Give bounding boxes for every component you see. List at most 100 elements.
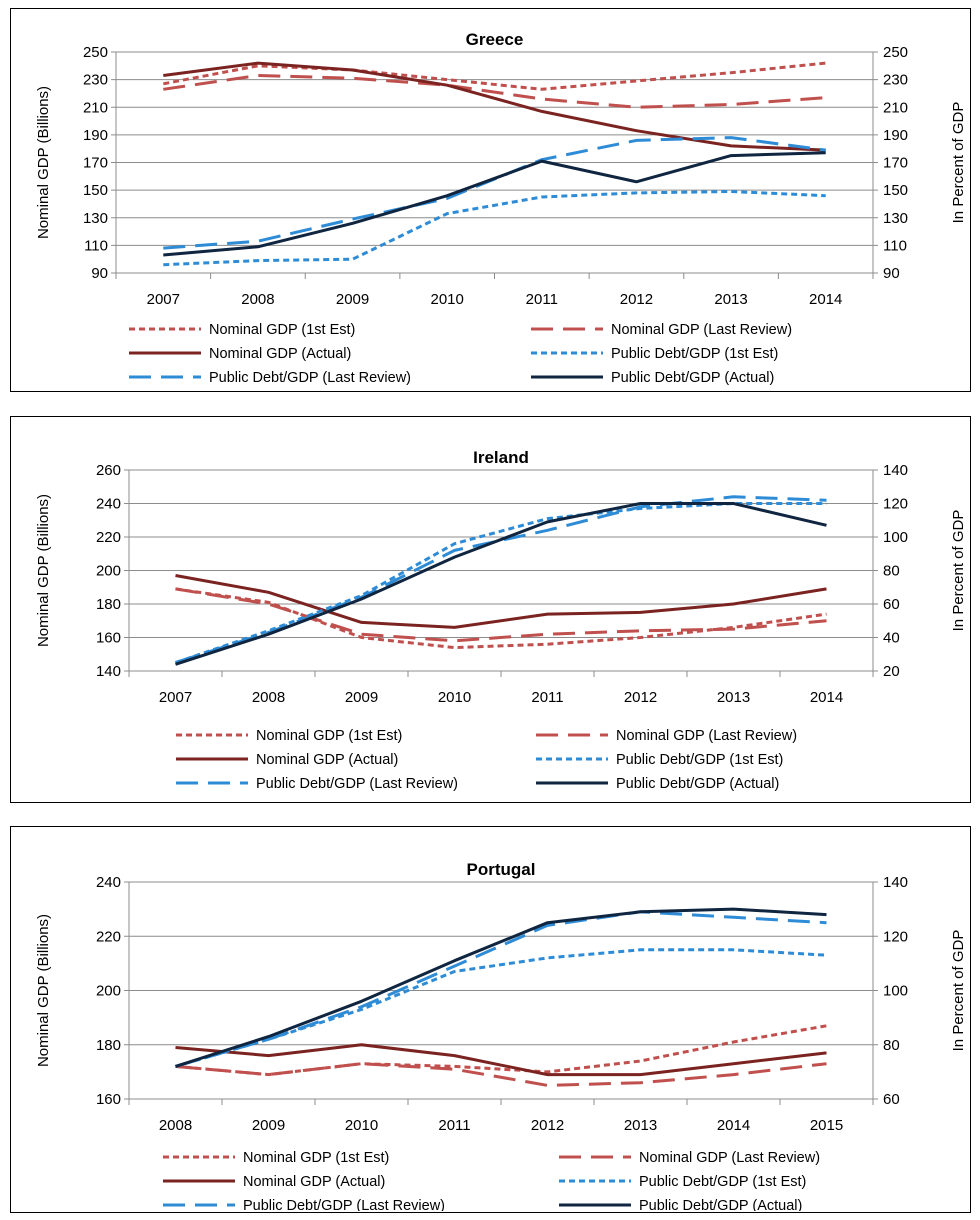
chart-title: Portugal — [467, 860, 536, 879]
series-line — [175, 502, 827, 666]
series-line — [163, 151, 826, 257]
y-tick-label: 160 — [96, 630, 121, 647]
y2-tick-label: 130 — [883, 210, 908, 227]
series-line — [175, 1062, 827, 1087]
x-tick-label: 2011 — [531, 689, 563, 706]
legend-label: Public Debt/GDP (Last Review) — [256, 776, 458, 792]
series-line — [163, 190, 826, 267]
series-line — [175, 574, 827, 629]
legend-label: Nominal GDP (Actual) — [209, 346, 351, 362]
x-tick-label: 2008 — [252, 689, 285, 706]
series-line — [175, 907, 827, 1068]
x-tick-label: 2011 — [526, 291, 558, 308]
chart-title: Greece — [466, 30, 524, 49]
legend-label: Public Debt/GDP (Last Review) — [209, 370, 411, 386]
chart-panel-ireland: 140 160 180 200 220 240 260 20 40 60 80 100 120 140 20… — [10, 416, 971, 803]
y-tick-label: 240 — [96, 496, 121, 513]
y-tick-label: 90 — [91, 265, 108, 282]
y2-tick-label: 90 — [883, 265, 900, 282]
x-tick-label: 2014 — [809, 291, 842, 308]
x-tick-label: 2010 — [345, 1117, 378, 1134]
y-axis-label: Nominal GDP (Billions) — [35, 86, 52, 239]
y2-tick-label: 170 — [883, 155, 908, 172]
y2-tick-label: 140 — [883, 874, 908, 891]
series-line — [175, 495, 827, 665]
chart-ireland: 140 160 180 200 220 240 260 20 40 60 80 100 120 140 20… — [35, 448, 967, 792]
chart-portugal: 160 180 200 220 240 60 80 100 120 140 2008 2009 2010… — [35, 860, 967, 1211]
y-tick-label: 220 — [96, 928, 121, 945]
legend-label: Nominal GDP (Last Review) — [611, 322, 792, 338]
y-tick-label: 130 — [83, 210, 108, 227]
y-axis-label: Nominal GDP (Billions) — [35, 914, 52, 1067]
y-tick-label: 140 — [96, 663, 121, 680]
legend-label: Nominal GDP (1st Est) — [256, 728, 402, 744]
y-tick-label: 180 — [96, 596, 121, 613]
x-tick-label: 2007 — [159, 689, 192, 706]
legend-label: Public Debt/GDP (1st Est) — [639, 1174, 806, 1190]
x-tick-label: 2012 — [531, 1117, 564, 1134]
x-tick-label: 2010 — [438, 689, 471, 706]
y2-tick-label: 110 — [883, 237, 907, 254]
series-line — [175, 910, 827, 1068]
y2-tick-label: 250 — [883, 44, 908, 61]
chart-panel-portugal: 160 180 200 220 240 60 80 100 120 140 2008 2009 2010… — [10, 826, 971, 1213]
y2-tick-label: 40 — [883, 630, 900, 647]
x-tick-label: 2008 — [159, 1117, 192, 1134]
chart-greece: 90 110 130 150 170 190 210 230 250 90 110 130 150 170… — [35, 30, 967, 386]
chart-panel-greece: 90 110 130 150 170 190 210 230 250 90 110 130 150 170… — [10, 8, 971, 392]
legend-label: Public Debt/GDP (1st Est) — [611, 346, 778, 362]
y2-tick-label: 100 — [883, 529, 908, 546]
y-tick-label: 210 — [83, 99, 108, 116]
x-tick-label: 2008 — [241, 291, 274, 308]
y-tick-label: 180 — [96, 1037, 121, 1054]
legend-label: Nominal GDP (1st Est) — [243, 1150, 389, 1166]
y2-tick-label: 150 — [883, 182, 908, 199]
x-tick-label: 2007 — [147, 291, 180, 308]
series-line — [175, 948, 827, 1068]
y2-tick-label: 80 — [883, 563, 900, 580]
y-tick-label: 230 — [83, 72, 108, 89]
y2-tick-label: 120 — [883, 496, 908, 513]
series-line — [163, 61, 826, 152]
legend-label: Public Debt/GDP (1st Est) — [616, 752, 783, 768]
legend-label: Public Debt/GDP (Last Review) — [243, 1198, 445, 1211]
legend-label: Public Debt/GDP (Actual) — [639, 1198, 802, 1211]
y2-axis-label: In Percent of GDP — [950, 510, 967, 632]
y-tick-label: 200 — [96, 983, 121, 1000]
y2-axis-label: In Percent of GDP — [950, 930, 967, 1052]
x-tick-label: 2012 — [620, 291, 653, 308]
x-tick-label: 2013 — [624, 1117, 657, 1134]
legend-label: Public Debt/GDP (Actual) — [611, 370, 774, 386]
legend-label: Nominal GDP (Actual) — [256, 752, 398, 768]
series-line — [175, 1024, 827, 1077]
y-tick-label: 190 — [83, 127, 108, 144]
y-tick-label: 240 — [96, 874, 121, 891]
x-tick-label: 2014 — [810, 689, 843, 706]
y-tick-label: 110 — [84, 237, 108, 254]
x-tick-label: 2012 — [624, 689, 657, 706]
legend-label: Nominal GDP (Actual) — [243, 1174, 385, 1190]
y2-tick-label: 100 — [883, 983, 908, 1000]
y2-tick-label: 140 — [883, 462, 908, 479]
chart-title: Ireland — [473, 448, 529, 467]
x-tick-label: 2013 — [714, 291, 747, 308]
series-line — [175, 587, 827, 643]
y-tick-label: 220 — [96, 529, 121, 546]
x-tick-label: 2009 — [252, 1117, 285, 1134]
series-line — [175, 1043, 827, 1077]
y-axis-label: Nominal GDP (Billions) — [35, 494, 52, 647]
series-line — [163, 61, 826, 91]
y2-tick-label: 210 — [883, 99, 908, 116]
y2-tick-label: 230 — [883, 72, 908, 89]
y2-tick-label: 20 — [883, 663, 900, 680]
legend-label: Nominal GDP (Last Review) — [639, 1150, 820, 1166]
legend-label: Nominal GDP (Last Review) — [616, 728, 797, 744]
x-tick-label: 2009 — [345, 689, 378, 706]
x-tick-label: 2013 — [717, 689, 750, 706]
legend-label: Nominal GDP (1st Est) — [209, 322, 355, 338]
x-tick-label: 2011 — [438, 1117, 470, 1134]
x-tick-label: 2014 — [717, 1117, 750, 1134]
y2-tick-label: 60 — [883, 1091, 900, 1108]
x-tick-label: 2010 — [431, 291, 464, 308]
y2-tick-label: 120 — [883, 928, 908, 945]
